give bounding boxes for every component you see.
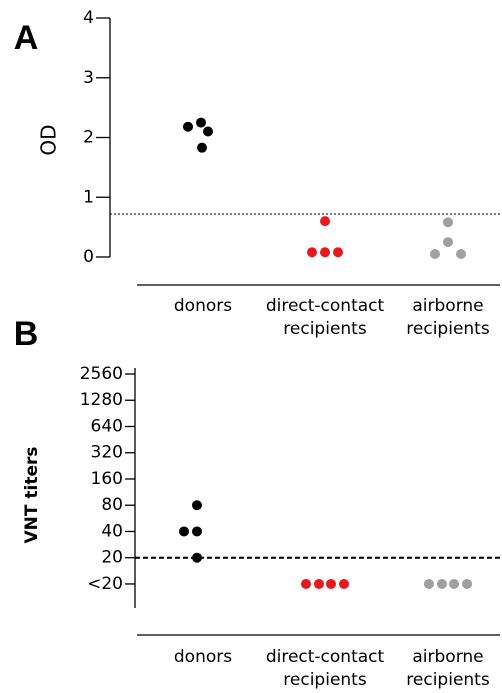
x-tick-label: direct-contact xyxy=(266,647,385,667)
y-tick-label: 1280 xyxy=(80,390,123,410)
y-tick-label: 3 xyxy=(83,68,94,88)
y-tick-label: 40 xyxy=(101,521,123,541)
y-tick-label: 4 xyxy=(83,8,94,28)
data-point xyxy=(183,121,193,132)
data-point xyxy=(339,578,349,589)
x-tick-label: donors xyxy=(174,647,232,667)
y-tick-label: 2 xyxy=(83,128,94,148)
y-tick-label: <20 xyxy=(87,574,123,594)
panel-label: A xyxy=(14,19,39,57)
x-tick-label: recipients xyxy=(283,319,367,339)
data-point xyxy=(437,578,447,589)
y-tick-label: 160 xyxy=(91,469,123,489)
data-point xyxy=(326,578,336,589)
data-point xyxy=(424,578,434,589)
data-point xyxy=(301,578,311,589)
y-tick-label: 640 xyxy=(91,416,123,436)
data-point xyxy=(320,216,330,227)
x-tick-label: recipients xyxy=(283,670,367,690)
x-tick-label: recipients xyxy=(406,319,490,339)
data-point xyxy=(430,249,440,260)
x-tick-label: airborne xyxy=(412,296,483,316)
data-point xyxy=(307,247,317,258)
y-axis-label: VNT titers xyxy=(22,446,42,543)
x-tick-label: direct-contact xyxy=(266,296,385,316)
y-tick-label: 20 xyxy=(101,548,123,568)
y-tick-label: 0 xyxy=(83,247,94,267)
data-point xyxy=(192,552,202,563)
x-tick-label: airborne xyxy=(412,647,483,667)
y-tick-label: 320 xyxy=(91,443,123,463)
data-point xyxy=(443,217,453,228)
data-point xyxy=(203,126,213,137)
x-tick-label: donors xyxy=(174,296,232,316)
y-tick-label: 1 xyxy=(83,187,94,207)
data-point xyxy=(449,578,459,589)
data-point xyxy=(197,142,207,153)
data-point xyxy=(320,247,330,258)
panel-label: B xyxy=(14,315,39,353)
data-point xyxy=(192,500,202,511)
data-point xyxy=(192,526,202,537)
data-point xyxy=(196,117,206,128)
data-point xyxy=(333,247,343,258)
y-tick-label: 2560 xyxy=(80,364,123,384)
data-point xyxy=(456,249,466,260)
data-point xyxy=(314,578,324,589)
y-tick-label: 80 xyxy=(101,495,123,515)
data-point xyxy=(443,237,453,248)
data-point xyxy=(462,578,472,589)
y-axis-label: OD xyxy=(37,124,61,155)
x-tick-label: recipients xyxy=(406,670,490,690)
data-point xyxy=(179,526,189,537)
